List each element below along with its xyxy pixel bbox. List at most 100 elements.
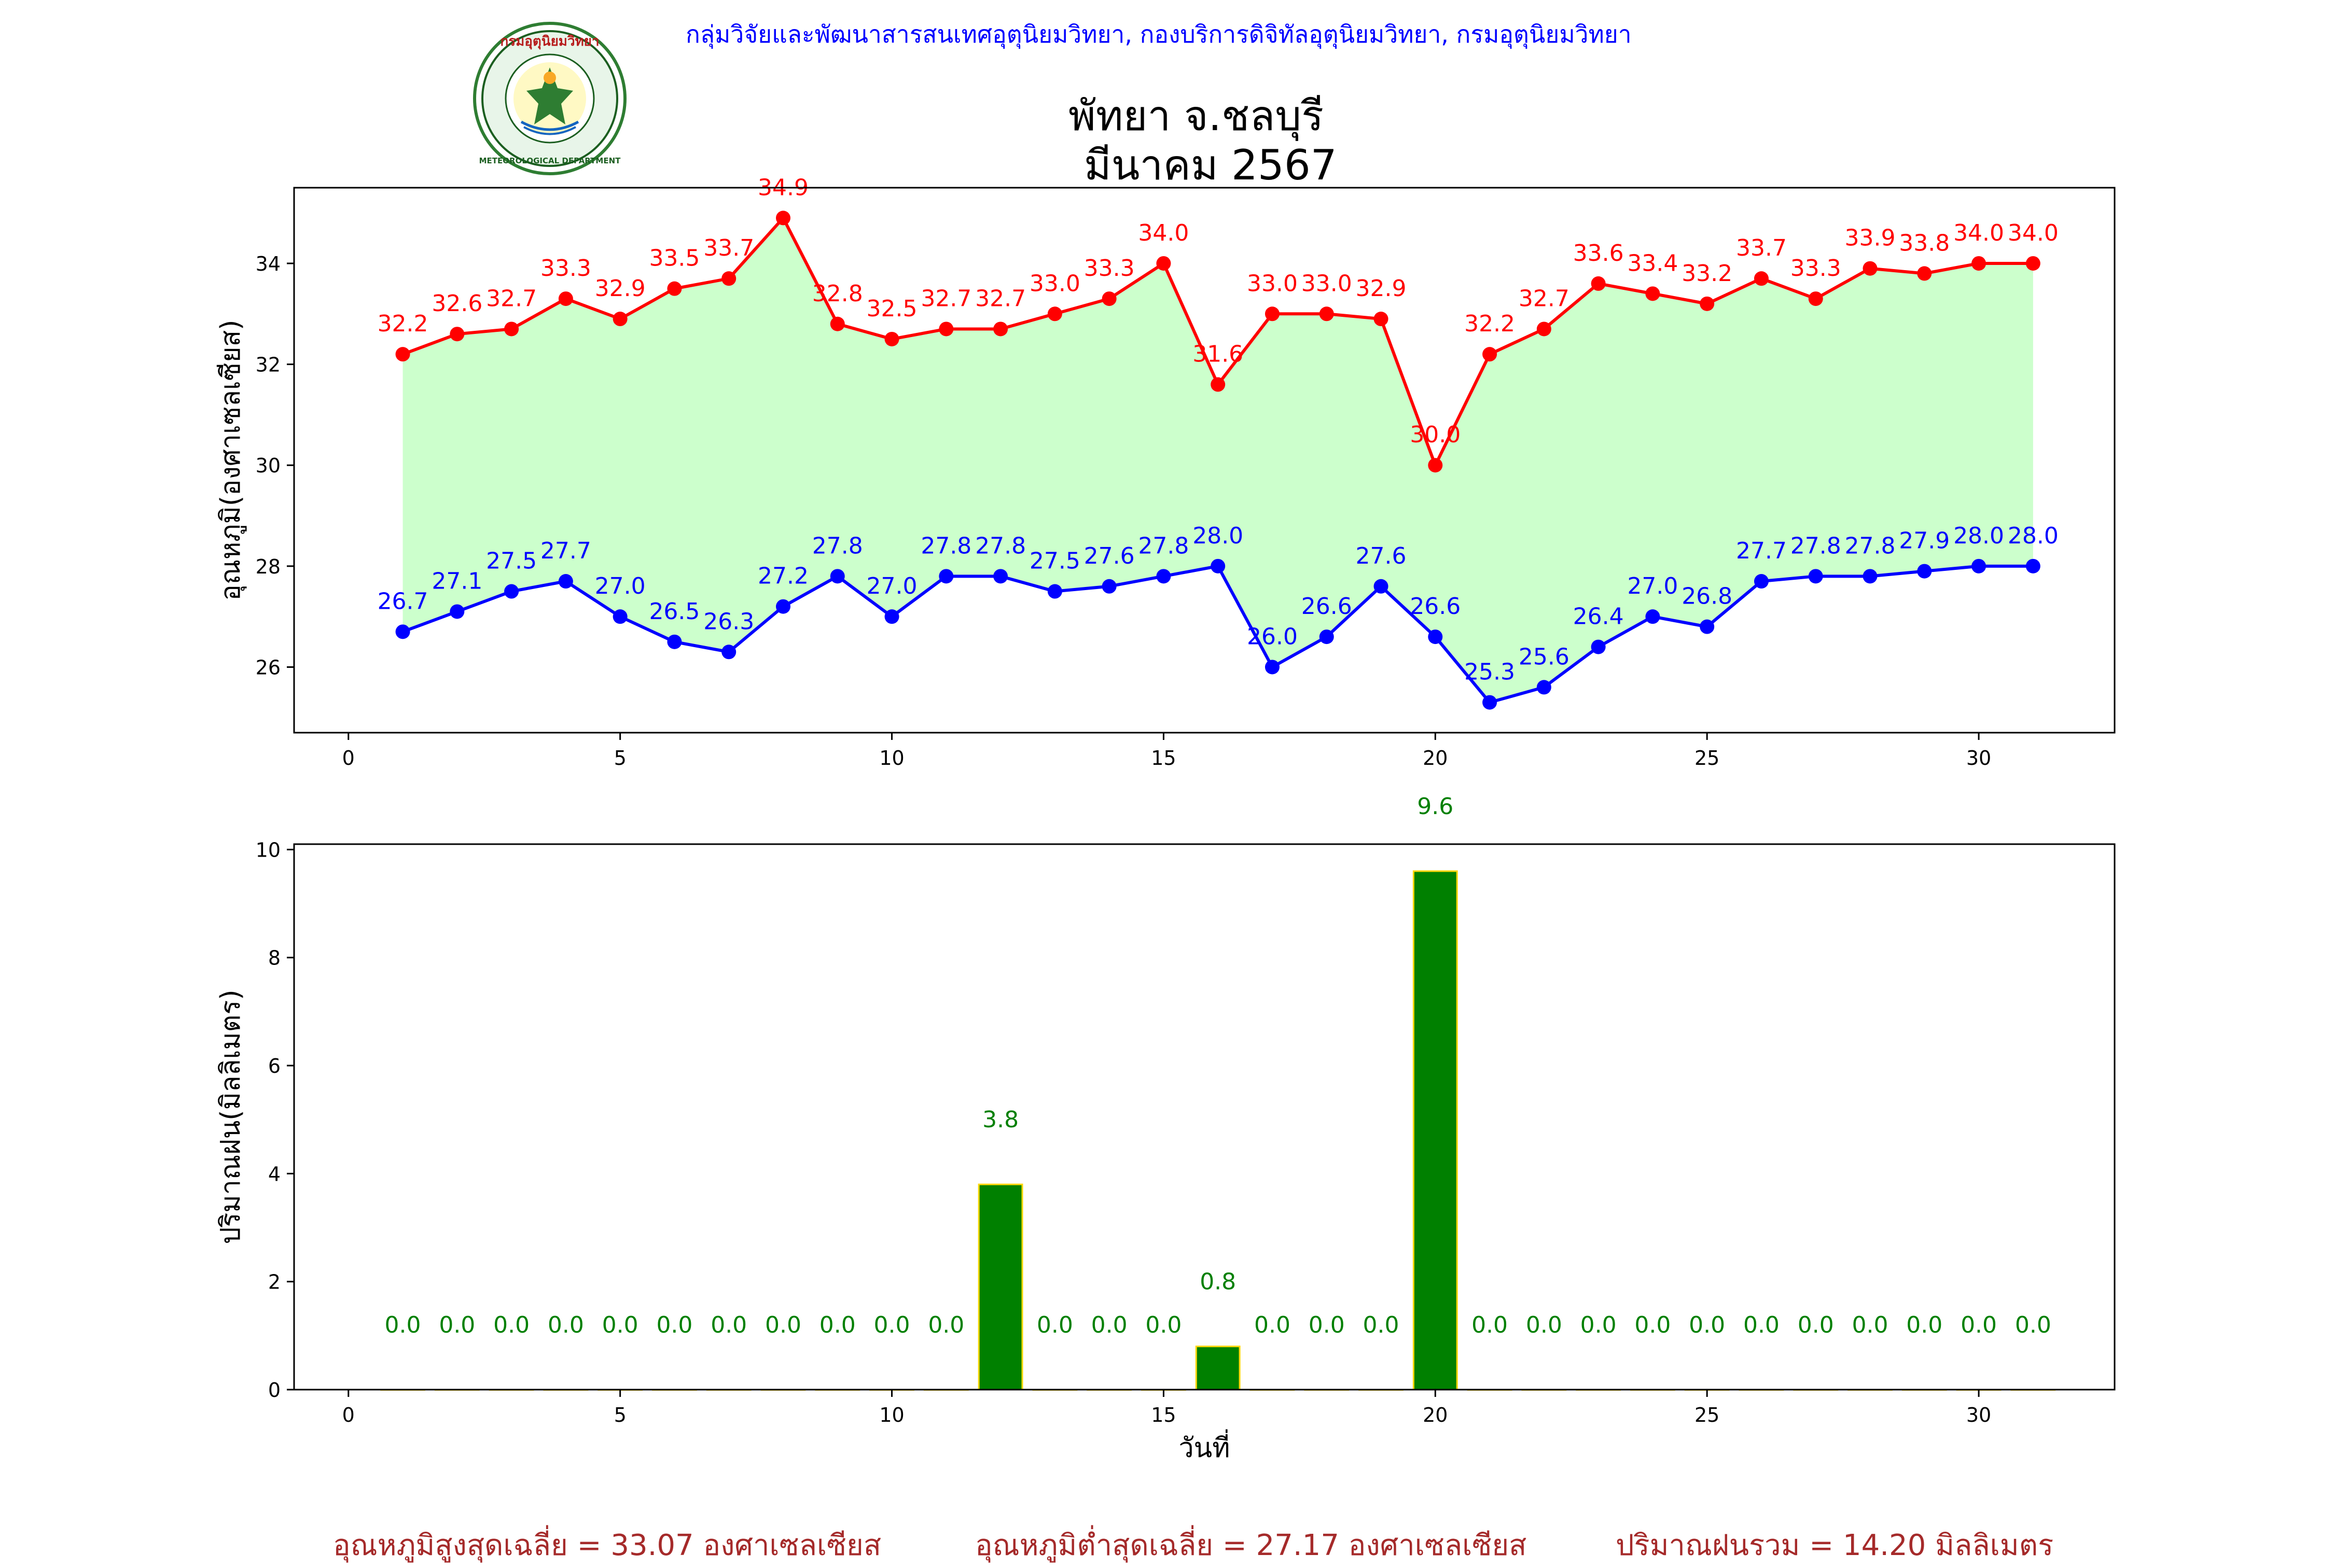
rain-data-label: 3.8 (982, 1107, 1019, 1133)
temp-y-tick-label: 30 (256, 454, 281, 477)
rain-data-label: 0.0 (928, 1312, 964, 1338)
rain-bar (1195, 1346, 1241, 1391)
temp-max-data-label: 33.7 (1736, 235, 1787, 261)
temp-range-fill (402, 218, 2033, 703)
rain-data-label: 0.0 (1906, 1312, 1942, 1338)
temp-max-data-label: 32.9 (1356, 275, 1407, 302)
logo-bottom-text: METEOROLOGICAL DEPARTMENT (479, 156, 621, 165)
temp-max-point (1373, 312, 1388, 327)
temp-max-point (1536, 321, 1551, 337)
temp-min-point (721, 645, 737, 660)
temp-min-point (1156, 569, 1171, 584)
summary-rain-total: ปริมาณฝนรวม = 14.20 มิลลิเมตร (1616, 1529, 2054, 1562)
rain-data-label: 0.0 (548, 1312, 584, 1338)
temp-min-data-label: 27.0 (595, 573, 646, 599)
temp-max-point (1808, 291, 1823, 306)
temp-min-point (775, 599, 790, 614)
temp-y-tick-label: 26 (256, 656, 281, 679)
temp-max-data-label: 33.0 (1030, 270, 1080, 297)
temp-min-point (558, 574, 573, 589)
temp-max-point (2025, 256, 2040, 271)
temp-max-data-label: 31.6 (1192, 341, 1243, 368)
temp-max-data-label: 34.0 (2008, 220, 2059, 246)
rain-x-tick-label: 15 (1151, 1404, 1176, 1426)
temp-x-tick-label: 30 (1966, 747, 1991, 769)
rain-data-label: 0.0 (1471, 1312, 1508, 1338)
temp-x-tick-label: 15 (1151, 747, 1176, 769)
temp-min-data-label: 28.0 (1192, 523, 1243, 549)
temp-max-point (939, 321, 954, 337)
temp-min-data-label: 27.8 (1138, 533, 1189, 559)
rain-bar (978, 1183, 1023, 1391)
temp-max-data-label: 33.6 (1573, 240, 1624, 267)
rain-x-tick-label: 30 (1966, 1404, 1991, 1426)
temp-min-data-label: 26.0 (1247, 623, 1298, 650)
rain-data-label: 0.8 (1200, 1269, 1236, 1295)
logo-top-text: กรมอุตุนิยมวิทยา (500, 34, 599, 50)
temp-min-point (1863, 569, 1878, 584)
temp-max-data-label: 32.7 (975, 285, 1026, 312)
rain-data-label: 0.0 (1309, 1312, 1345, 1338)
rain-x-tick-label: 0 (342, 1404, 355, 1426)
rain-data-label: 0.0 (1363, 1312, 1399, 1338)
rain-data-label: 0.0 (1852, 1312, 1888, 1338)
rain-x-tick-label: 10 (879, 1404, 904, 1426)
rain-data-label: 0.0 (819, 1312, 856, 1338)
temp-y-tick-label: 32 (256, 354, 281, 376)
rain-data-label: 0.0 (1634, 1312, 1671, 1338)
temp-max-data-label: 33.3 (540, 255, 591, 282)
temp-max-data-label: 33.9 (1845, 225, 1896, 251)
temp-min-data-label: 27.8 (975, 533, 1026, 559)
rain-data-label: 0.0 (656, 1312, 692, 1338)
temp-min-data-label: 27.7 (1736, 538, 1787, 564)
temp-min-point (939, 569, 954, 584)
temp-min-point (1211, 558, 1226, 573)
temp-max-point (993, 321, 1008, 337)
temp-max-point (1265, 306, 1280, 321)
temp-min-data-label: 27.8 (812, 533, 863, 559)
temp-min-data-label: 27.2 (758, 563, 809, 590)
rainfall-chart: 0.0 0.0 0.0 0.0 0.0 0.0 0.0 0.0 0.0 0.0 0.0 3.8 0.0 0… (215, 793, 2116, 1464)
rain-data-label: 0.0 (765, 1312, 801, 1338)
temp-max-point (1645, 286, 1660, 301)
temp-min-point (1700, 619, 1715, 634)
temp-min-data-label: 27.0 (867, 573, 918, 599)
temp-max-point (1863, 261, 1878, 276)
temp-min-data-label: 27.6 (1084, 543, 1135, 569)
temp-min-data-label: 27.5 (486, 548, 537, 575)
temp-max-data-label: 32.2 (378, 311, 428, 337)
temp-x-tick-label: 0 (342, 747, 355, 769)
temp-max-point (395, 347, 410, 362)
rain-y-axis-label: ปริมาณฝน(มิลลิเมตร) (215, 989, 246, 1244)
rain-data-label: 0.0 (874, 1312, 910, 1338)
temp-max-point (721, 271, 737, 286)
summary-max-avg: อุณหภูมิสูงสุดเฉลี่ย = 33.07 องศาเซลเซีย… (333, 1529, 882, 1562)
rain-x-tick-label: 25 (1694, 1404, 1719, 1426)
temp-min-point (667, 634, 682, 649)
rain-data-label: 0.0 (1961, 1312, 1997, 1338)
rain-data-label: 0.0 (2015, 1312, 2051, 1338)
rain-axes-frame (293, 843, 2116, 1391)
rain-y-tick-label: 8 (268, 947, 281, 970)
temp-min-point (1428, 629, 1443, 645)
temp-min-point (1319, 629, 1334, 645)
rain-y-tick-label: 4 (268, 1163, 281, 1185)
temp-min-data-label: 27.5 (1030, 548, 1080, 575)
temp-min-point (504, 584, 519, 599)
temp-min-point (1265, 660, 1280, 675)
rain-data-label: 0.0 (1254, 1312, 1290, 1338)
temp-min-point (1645, 609, 1660, 624)
rain-y-tick-label: 10 (256, 838, 281, 861)
temp-min-point (993, 569, 1008, 584)
temp-max-point (450, 327, 465, 342)
temp-min-data-label: 28.0 (2008, 523, 2059, 549)
temp-min-point (1591, 639, 1606, 654)
temp-y-tick-label: 28 (256, 555, 281, 578)
meteorological-department-logo: กรมอุตุนิยมวิทยา METEOROLOGICAL DEPARTME… (473, 22, 627, 175)
rain-data-label: 0.0 (711, 1312, 747, 1338)
temp-max-data-label: 33.2 (1682, 260, 1732, 287)
rain-x-axis-label: วันที่ (1178, 1429, 1230, 1464)
temp-min-point (1373, 579, 1388, 594)
temp-max-point (1754, 271, 1769, 286)
